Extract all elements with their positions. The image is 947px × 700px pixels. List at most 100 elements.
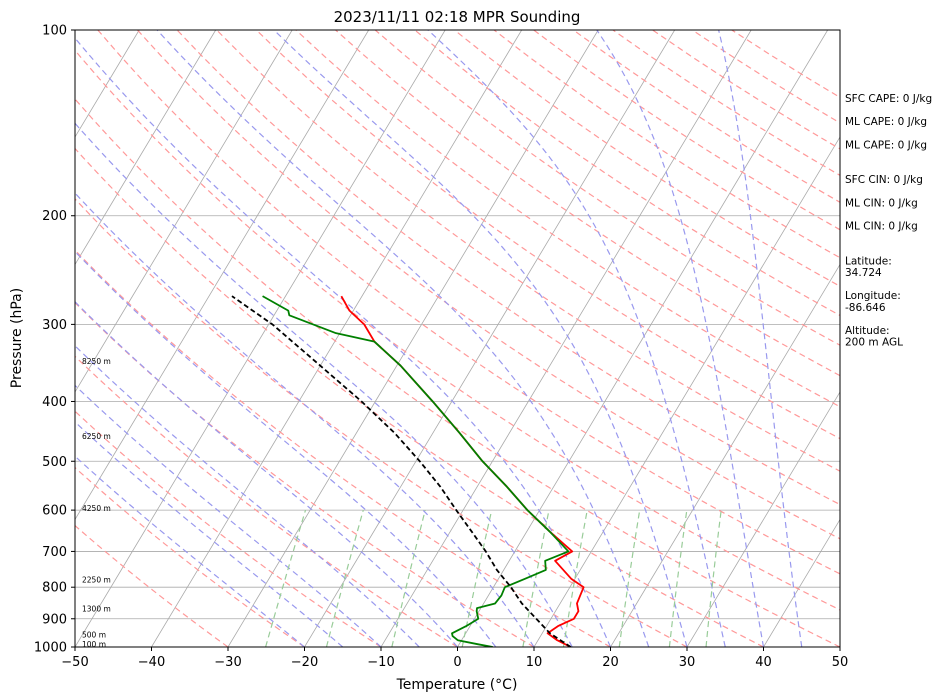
y-axis-title: Pressure (hPa) [9,288,25,388]
dry-adiabat [75,147,764,647]
y-tick-label: 800 [42,581,67,596]
sounding-annotation: SFC CAPE: 0 J/kg [845,93,932,105]
isotherm-line [380,30,752,647]
height-label: 1300 m [82,604,111,613]
dry-adiabat [255,30,840,440]
mixing-ratio-line [618,510,641,647]
x-tick-label: 50 [832,655,849,670]
moist-adiabat [75,192,535,647]
dry-adiabat [75,466,305,647]
sounding-annotation: 34.724 [845,267,882,279]
height-label: 2250 m [82,576,111,585]
x-axis-title: Temperature (°C) [396,677,518,693]
dry-adiabat [97,30,840,575]
dry-adiabat [374,30,840,346]
sounding-annotation: ML CAPE: 0 J/kg [845,139,927,151]
height-label: 500 m [82,631,106,640]
moist-adiabat [75,250,497,647]
mixing-ratio-line [522,510,550,647]
x-tick-label: −20 [291,655,318,670]
dry-adiabat [216,30,840,472]
height-label: 4250 m [82,504,111,513]
x-tick-label: 0 [453,655,461,670]
x-tick-label: −50 [61,655,88,670]
x-tick-label: 10 [526,655,543,670]
chart-title: 2023/11/11 02:18 MPR Sounding [334,8,581,26]
sounding-annotation: SFC CIN: 0 J/kg [845,174,923,186]
isotherm-line [151,30,523,647]
isotherm-line [75,30,217,266]
temperature-profile [340,295,585,647]
mixing-ratio-line [325,509,364,647]
dry-adiabat [75,249,611,647]
moist-adiabat [75,384,382,647]
parcel-profile [231,295,572,647]
isotherm-line [227,30,599,647]
y-tick-label: 200 [42,209,67,224]
dry-adiabat [75,524,229,647]
isotherm-line [686,391,840,647]
sounding-annotation: Latitude: [845,255,892,267]
mixing-ratio-line [461,509,493,647]
plot-frame [74,29,841,648]
dry-adiabat [75,98,840,647]
moist-adiabat [75,344,420,647]
isotherm-line [75,30,293,393]
y-tick-label: 300 [42,318,67,333]
y-tick-label: 900 [42,612,67,627]
dry-adiabat [335,30,840,377]
isotherm-line [75,30,370,521]
sounding-annotation: ML CAPE: 0 J/kg [845,116,927,128]
x-tick-label: 20 [602,655,619,670]
x-tick-label: 30 [679,655,696,670]
dry-adiabat [75,197,688,647]
mixing-ratio-line [265,509,307,647]
mixing-ratio-line [562,510,588,647]
moist-adiabat [75,37,612,647]
y-tick-label: 600 [42,504,67,519]
x-tick-label: 40 [755,655,772,670]
dry-adiabat [414,30,840,317]
sounding-annotation: -86.646 [845,302,886,314]
height-label: 6250 m [82,432,111,441]
sounding-annotation: ML CIN: 0 J/kg [845,221,918,233]
isotherm-line [763,518,840,647]
y-tick-label: 1000 [34,641,67,656]
mixing-ratio-line [391,509,426,647]
moist-adiabat [75,300,458,647]
x-tick-label: −40 [138,655,165,670]
y-tick-label: 400 [42,395,67,410]
mixing-ratio-line [705,510,722,647]
isotherm-line [533,136,840,647]
sounding-annotation: Altitude: [845,325,890,337]
mixing-ratio-line [668,510,688,647]
dry-adiabat [75,355,458,647]
isotherm-line [75,30,140,138]
sounding-annotation: 200 m AGL [845,337,903,349]
sounding-annotation: ML CIN: 0 J/kg [845,197,918,209]
dry-adiabat [176,30,840,506]
x-tick-label: −10 [367,655,394,670]
moist-adiabat [75,122,573,647]
dry-adiabat [75,49,840,611]
x-tick-label: −30 [214,655,241,670]
y-tick-label: 100 [42,24,67,39]
height-label: 100 m [82,640,106,649]
y-tick-label: 500 [42,455,67,470]
moist-adiabat [156,30,650,647]
height-label: 8250 m [82,357,111,366]
moist-adiabat [75,455,305,647]
moist-adiabat [596,30,765,647]
moist-adiabat [427,30,726,647]
sounding-annotation: Longitude: [845,290,901,302]
moist-adiabat [718,30,803,647]
isotherm-line [75,30,446,647]
dewpoint-profile [262,295,570,647]
moist-adiabat [75,421,344,647]
dry-adiabat [75,301,535,647]
dry-adiabat [75,410,382,647]
isotherm-line [304,30,676,647]
isotherm-line [457,30,829,647]
y-tick-label: 700 [42,545,67,560]
